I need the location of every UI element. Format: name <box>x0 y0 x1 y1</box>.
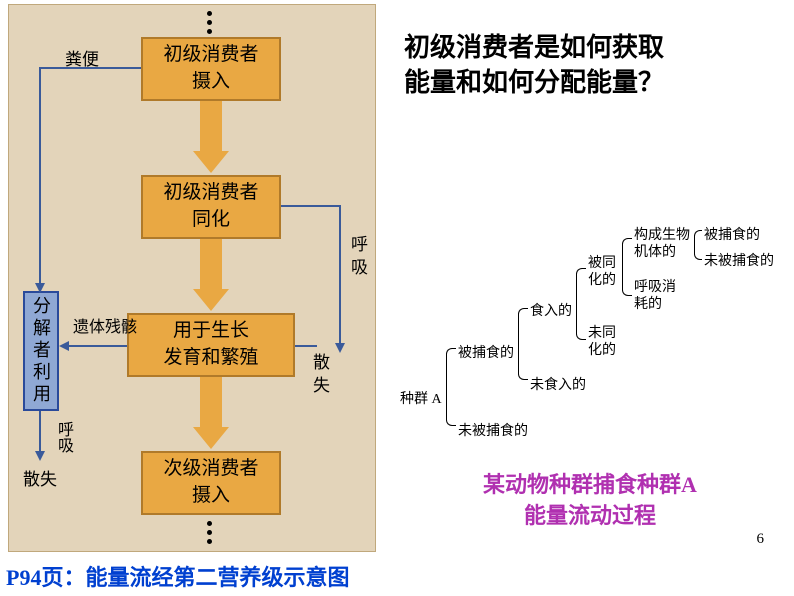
resp-label: 呼吸 <box>345 235 370 281</box>
arrow1-shaft <box>200 101 222 153</box>
resp-line-h <box>281 205 341 207</box>
caption-magenta: 某动物种群捕食种群A 能量流动过程 <box>430 470 750 532</box>
box4-line1: 次级消费者 <box>163 456 258 483</box>
arrow2-shaft <box>200 239 222 291</box>
box1-line1: 初级消费者 <box>163 42 258 69</box>
caption-blue: P94页：能量流经第二营养级示意图 <box>6 560 349 592</box>
brace-3 <box>622 238 632 296</box>
box1-line2: 摄入 <box>192 69 230 96</box>
brace-1 <box>518 308 528 380</box>
node-n1: 被捕食的 <box>458 342 514 362</box>
resp-arrowhead <box>335 343 345 353</box>
box-secondary-intake: 次级消费者 摄入 <box>141 451 281 515</box>
question-line2: 能量和如何分配能量？ <box>404 68 664 97</box>
growth-resp-line <box>295 345 317 347</box>
feces-arrowhead <box>35 283 45 293</box>
box3-line1: 用于生长 <box>173 318 249 345</box>
decomposer-label: 分解者利用 <box>28 296 54 406</box>
box4-line2: 摄入 <box>192 483 230 510</box>
dots-top <box>207 11 212 34</box>
node-n12: 未食入的 <box>530 374 586 394</box>
box3-line2: 发育和繁殖 <box>163 345 258 372</box>
remains-arrowhead <box>59 341 69 351</box>
brace-4 <box>694 230 702 260</box>
node-n2: 未被捕食的 <box>458 420 528 440</box>
arrow3-head <box>193 427 229 449</box>
box-primary-intake: 初级消费者 摄入 <box>141 37 281 101</box>
caption1-line2: 能量流动过程 <box>524 503 656 528</box>
box-decomposer: 分解者利用 <box>23 291 59 411</box>
caption1-line1: 某动物种群捕食种群A <box>483 472 697 497</box>
node-n11: 食入的 <box>530 300 572 320</box>
remains-line <box>67 345 127 347</box>
node-n1112: 呼吸消耗的 <box>634 280 676 314</box>
box2-line1: 初级消费者 <box>163 180 258 207</box>
arrow1-head <box>193 151 229 173</box>
brace-2 <box>576 268 586 340</box>
remains-label: 遗体残骸 <box>73 319 137 337</box>
resp2-line <box>39 411 41 453</box>
node-n112: 未同化的 <box>588 326 616 360</box>
energy-tree: 种群 A 被捕食的 未被捕食的 食入的 未食入的 被同化的 未同化的 构成生物机… <box>400 228 780 456</box>
resp2-arrowhead <box>35 451 45 461</box>
box-primary-assimilation: 初级消费者 同化 <box>141 175 281 239</box>
node-n1111: 构成生物机体的 <box>634 228 690 262</box>
resp-line-v <box>339 205 341 345</box>
box2-line2: 同化 <box>192 207 230 234</box>
loss-label: 散失 <box>307 353 332 399</box>
dots-bottom <box>207 521 212 544</box>
feces-label: 粪便 <box>65 45 99 70</box>
page-number: 6 <box>757 531 765 548</box>
box-growth: 用于生长 发育和繁殖 <box>127 313 295 377</box>
brace-0 <box>446 348 456 426</box>
arrow3-shaft <box>200 377 222 429</box>
node-n11111: 被捕食的 <box>704 224 760 244</box>
question-text: 初级消费者是如何获取 能量和如何分配能量？ <box>404 30 774 100</box>
tree-root: 种群 A <box>400 388 442 408</box>
loss2-label: 散失 <box>23 465 57 490</box>
node-n111: 被同化的 <box>588 256 616 290</box>
node-n11112: 未被捕食的 <box>704 250 774 270</box>
arrow2-head <box>193 289 229 311</box>
flowchart-panel: 初级消费者 摄入 初级消费者 同化 用于生长 发育和繁殖 次级消费者 摄入 分解… <box>8 4 376 552</box>
question-line1: 初级消费者是如何获取 <box>404 33 664 62</box>
feces-line-v <box>39 67 41 291</box>
resp2-label: 呼吸 <box>51 421 75 453</box>
